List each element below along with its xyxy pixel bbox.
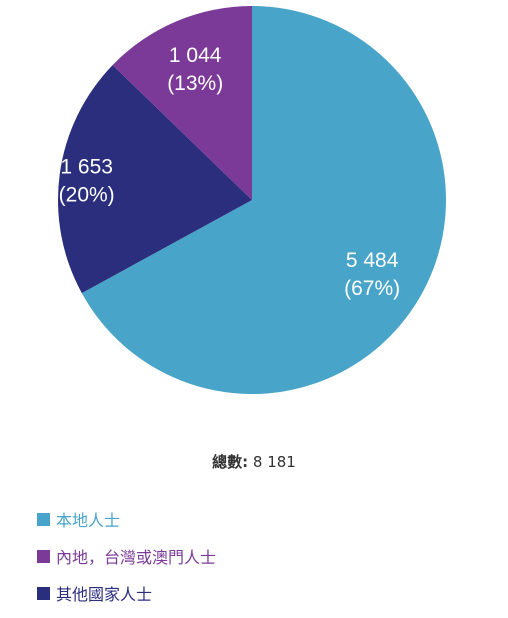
slice-value-label-1: 1 653	[60, 156, 113, 179]
slice-value-label-2: 1 044	[169, 44, 222, 67]
legend-item-local[interactable]: 本地人士	[37, 505, 216, 533]
legend-swatch-mainland-taiwan-macao	[37, 549, 50, 563]
legend-item-other-countries[interactable]: 其他國家人士	[37, 579, 216, 607]
legend-swatch-other-countries	[37, 586, 50, 600]
total-value: 8 181	[252, 453, 296, 471]
total-summary: 總數: 8 181	[0, 451, 508, 472]
legend-label-local: 本地人士	[56, 511, 121, 530]
legend-label-other-countries: 其他國家人士	[56, 585, 153, 604]
legend: 本地人士 內地，台灣或澳門人士 其他國家人士	[37, 505, 216, 616]
pie-slice-2[interactable]	[112, 6, 252, 200]
legend-label-mainland-taiwan-macao: 內地，台灣或澳門人士	[56, 548, 217, 567]
pie-slice-1[interactable]	[57, 65, 252, 294]
total-label: 總數:	[212, 453, 249, 471]
pie-slices	[57, 6, 447, 394]
pie-slice-0[interactable]	[81, 6, 447, 394]
legend-item-mainland-taiwan-macao[interactable]: 內地，台灣或澳門人士	[37, 542, 216, 570]
legend-swatch-local	[37, 512, 50, 526]
slice-percent-label-0: (67%)	[344, 277, 400, 300]
slice-percent-label-2: (13%)	[167, 72, 223, 95]
pie-slice-labels: 5 484 (67%) 1 653 (20%) 1 044 (13%)	[59, 44, 401, 300]
slice-percent-label-1: (20%)	[59, 184, 115, 207]
slice-value-label-0: 5 484	[346, 249, 399, 272]
